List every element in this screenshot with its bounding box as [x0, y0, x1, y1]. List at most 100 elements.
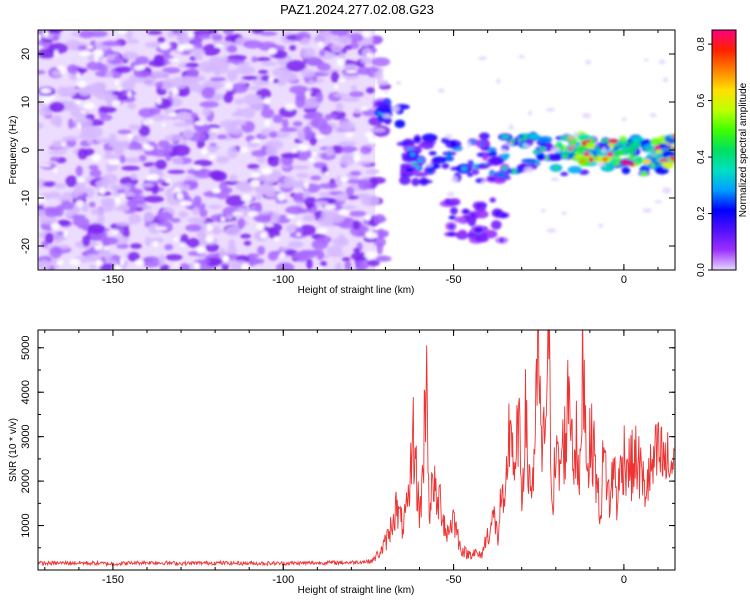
heatmap-cell: [227, 69, 238, 82]
heatmap-cell: [231, 119, 247, 126]
heatmap-cell: [89, 265, 97, 270]
heatmap-cell: [350, 84, 358, 92]
heatmap-cell: [286, 214, 295, 220]
heatmap-cell: [324, 113, 332, 121]
heatmap-cell: [144, 41, 164, 49]
heatmap-cell: [621, 166, 631, 175]
heatmap-cell: [642, 208, 652, 213]
heatmap-cell: [518, 54, 526, 59]
heatmap-cell: [255, 192, 262, 201]
heatmap-cell: [639, 139, 654, 146]
heatmap-cell: [231, 111, 244, 117]
heatmap-cell: [151, 113, 165, 122]
heatmap-cell: [87, 45, 94, 50]
heatmap-cell: [618, 140, 630, 146]
heatmap-cell: [235, 65, 256, 75]
heatmap-noise-blobs: [38, 30, 392, 270]
heatmap-cell: [263, 185, 276, 197]
heatmap-cell: [38, 48, 56, 59]
heatmap-cell: [225, 226, 242, 237]
heatmap-cell: [300, 37, 311, 46]
heatmap-cell: [289, 85, 309, 94]
heatmap-cell: [444, 155, 453, 162]
heatmap-cell: [411, 177, 420, 187]
heatmap-cell: [156, 97, 162, 105]
heatmap-cell: [38, 40, 45, 46]
heatmap-cell: [608, 142, 615, 148]
heatmap-cell: [55, 117, 63, 128]
heatmap-cell: [38, 259, 51, 270]
colorbar-tick-label: 0.6: [696, 93, 707, 107]
heatmap-cell: [270, 211, 280, 223]
heatmap-cell: [134, 65, 146, 71]
heatmap-cell: [62, 191, 74, 201]
heatmap-cell: [348, 91, 365, 98]
heatmap-cell: [185, 224, 202, 232]
heatmap-cell: [342, 153, 354, 161]
heatmap-cell: [256, 57, 271, 62]
heatmap-cell: [88, 30, 108, 38]
heatmap-cell: [159, 264, 170, 270]
chart-title: PAZ1.2024.277.02.08.G23: [280, 2, 434, 17]
heatmap-cell: [225, 214, 233, 220]
heatmap-cell: [367, 259, 380, 267]
heatmap-cell: [287, 240, 304, 249]
heatmap-cell: [141, 256, 162, 268]
heatmap-cell: [499, 237, 504, 243]
heatmap-cell: [205, 235, 214, 243]
heatmap-cell: [241, 107, 256, 119]
heatmap-cell: [216, 134, 227, 140]
heatmap-cell: [111, 100, 121, 106]
heatmap-cell: [247, 210, 259, 217]
heatmap-cell: [414, 137, 421, 141]
heatmap-cell: [166, 177, 171, 183]
heatmap-cell: [432, 156, 447, 164]
heatmap-cell: [297, 220, 302, 228]
heatmap-cell: [138, 125, 150, 137]
heatmap-cell: [364, 215, 372, 220]
heatmap-cell: [75, 200, 85, 207]
heatmap-cell: [183, 128, 195, 139]
heatmap-cell: [355, 30, 363, 33]
heatmap-cell: [94, 55, 99, 63]
heatmap-cell: [265, 223, 274, 227]
heatmap-cell: [223, 187, 233, 194]
heatmap-x-tick-label: -50: [446, 274, 462, 286]
heatmap-cell: [395, 80, 402, 85]
heatmap-cell: [479, 141, 486, 147]
heatmap-cell: [134, 259, 145, 266]
heatmap-cell: [249, 180, 261, 187]
heatmap-cell: [548, 154, 563, 162]
heatmap-cell: [67, 118, 74, 129]
heatmap-cell: [375, 232, 389, 238]
heatmap-cell: [317, 62, 331, 71]
heatmap-cell: [606, 151, 614, 157]
heatmap-cell: [340, 96, 360, 102]
heatmap-cell: [319, 49, 326, 57]
heatmap-cell: [40, 88, 52, 94]
heatmap-cell: [277, 193, 286, 201]
heatmap-cell: [287, 72, 296, 81]
heatmap-cell: [460, 166, 468, 171]
heatmap-cell: [376, 79, 389, 86]
heatmap-cell: [144, 76, 157, 87]
heatmap-cell: [317, 228, 328, 234]
heatmap-cell: [194, 52, 203, 61]
heatmap-cell: [441, 162, 450, 169]
heatmap-cell: [335, 175, 343, 187]
heatmap-cell: [57, 235, 65, 242]
heatmap-cell: [117, 30, 128, 34]
heatmap-cells: [38, 30, 675, 270]
heatmap-cell: [186, 68, 200, 78]
heatmap-cell: [187, 217, 206, 224]
heatmap-y-tick-label: 20: [20, 48, 32, 60]
snr-frame: [37, 329, 676, 571]
heatmap-cell: [280, 152, 300, 159]
heatmap-cell: [417, 158, 424, 163]
heatmap-cell: [47, 191, 61, 199]
heatmap-cell: [227, 244, 237, 257]
heatmap-cell: [654, 200, 663, 204]
heatmap-cell: [585, 59, 592, 65]
heatmap-cell: [301, 47, 316, 60]
heatmap-cell: [208, 154, 216, 160]
